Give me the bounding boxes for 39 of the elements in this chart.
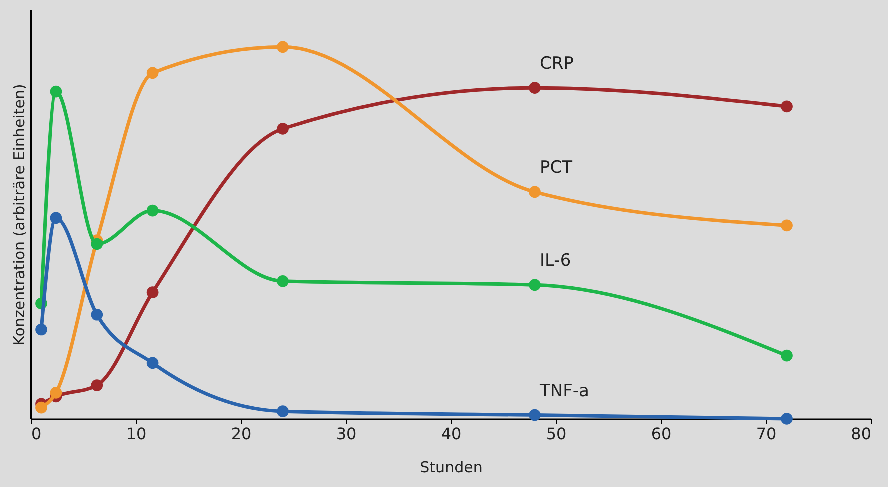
- x-tick-label: 70: [756, 424, 777, 444]
- series-label: PCT: [540, 158, 574, 178]
- series-label: IL-6: [540, 251, 572, 272]
- x-tick-label: 30: [336, 424, 357, 444]
- point: [50, 387, 62, 399]
- point: [91, 238, 104, 250]
- point: [277, 123, 289, 135]
- point: [781, 220, 793, 232]
- x-axis-title: Stunden: [420, 458, 483, 476]
- x-tick-label: 40: [441, 424, 462, 444]
- series-label: TNF-a: [539, 381, 590, 402]
- x-tick-label: 20: [231, 424, 252, 444]
- point: [36, 324, 48, 336]
- point: [50, 212, 62, 224]
- point: [91, 308, 104, 321]
- x-tick-label: 60: [651, 424, 672, 444]
- point: [146, 67, 159, 80]
- point: [781, 350, 793, 362]
- point: [277, 406, 289, 418]
- x-tick-label: 50: [546, 424, 567, 444]
- point: [781, 413, 793, 425]
- point: [529, 279, 541, 292]
- point: [146, 286, 159, 298]
- point: [529, 82, 541, 94]
- x-tick-label: 0: [32, 424, 42, 444]
- y-axis-title: Konzentration (arbiträre Einheiten): [10, 84, 28, 346]
- point: [277, 276, 289, 288]
- point: [50, 86, 62, 98]
- series-label: CRP: [540, 54, 574, 74]
- point: [91, 380, 104, 392]
- point: [529, 409, 541, 422]
- point: [529, 186, 541, 198]
- point: [146, 357, 159, 370]
- point: [277, 41, 289, 54]
- point: [781, 100, 793, 113]
- x-tick-label: 10: [126, 424, 147, 444]
- x-tick-label: 80: [851, 424, 872, 444]
- point: [36, 402, 48, 414]
- point: [146, 204, 159, 217]
